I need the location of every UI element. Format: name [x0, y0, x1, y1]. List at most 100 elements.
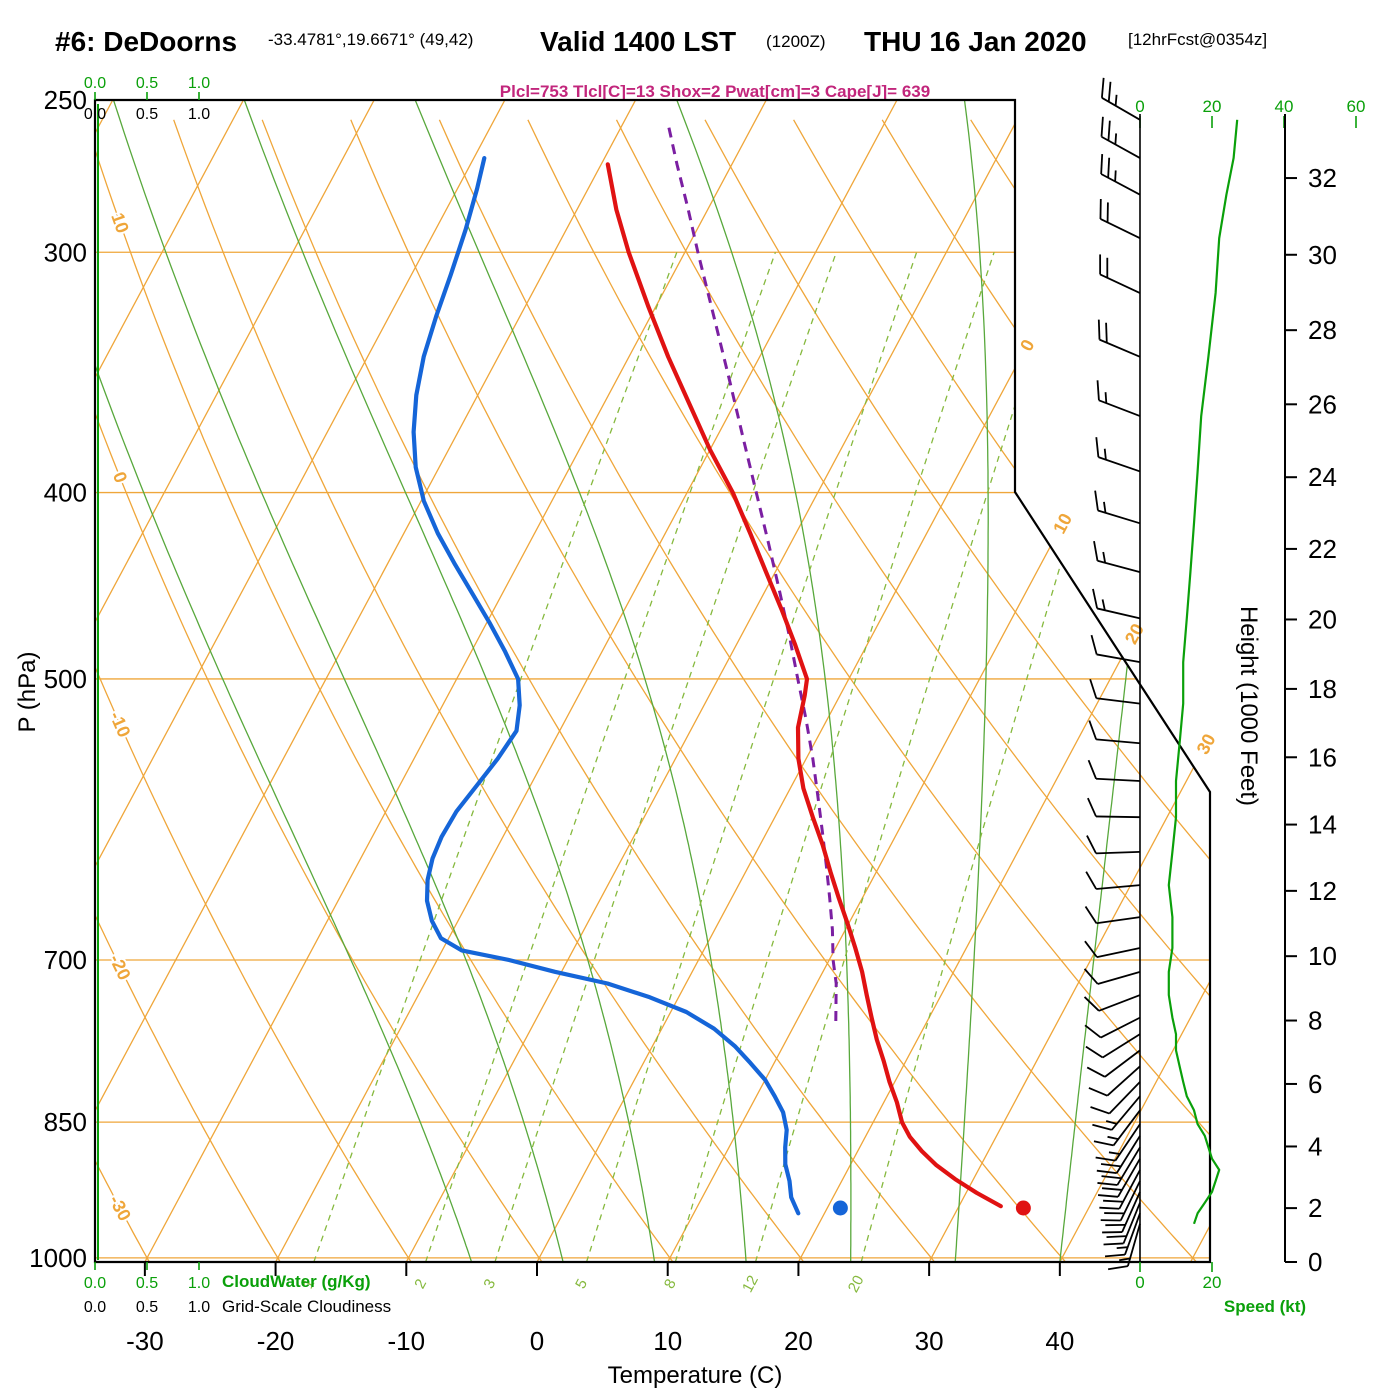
mixing-ratio-label: 5	[572, 1276, 591, 1291]
wind-barb-shaft	[1098, 399, 1141, 417]
wind-barb-feather	[1101, 1187, 1123, 1191]
isotherm-label: 30	[1193, 731, 1220, 758]
moist-adiabat-line	[1059, 100, 1186, 1262]
isotherm-line	[275, 100, 898, 1262]
station-coordinates: -33.4781°,19.6671° (49,42)	[268, 30, 474, 49]
wind-barb-half-feather	[1103, 501, 1107, 513]
stability-indices-line: Plcl=753 Tlcl[C]=13 Shox=2 Pwat[cm]=3 Ca…	[499, 82, 931, 101]
isotherm-line	[95, 100, 637, 1262]
wind-barb-half-feather	[1107, 1135, 1119, 1140]
cloudiness-bottom-label: 0.0	[84, 1299, 106, 1316]
pressure-tick-label: 850	[44, 1107, 87, 1137]
parcel-path-curve	[667, 125, 838, 1022]
wind-barb-shaft	[1100, 218, 1141, 240]
wind-barb-feather	[1096, 380, 1100, 401]
dry-adiabat-line	[95, 119, 412, 1262]
wind-barb-feather	[1090, 1106, 1110, 1115]
wind-barb-feather	[1094, 490, 1099, 511]
wind-barb-shaft	[1097, 559, 1141, 574]
wind-barb-shaft	[1095, 815, 1141, 819]
isotherm-label: 20	[1121, 620, 1148, 647]
isotherm-line	[797, 100, 1210, 1262]
wind-barb-shaft	[1095, 850, 1141, 855]
temperature-tick-label: 0	[530, 1326, 544, 1356]
wind-barb-shaft	[1106, 1065, 1141, 1097]
isotherm-line	[144, 100, 767, 1262]
dry-adiabat-label: -30	[105, 1192, 135, 1224]
height-tick-label: 16	[1308, 742, 1337, 772]
temperature-tick-label: 20	[784, 1326, 813, 1356]
pressure-tick-label: 400	[44, 478, 87, 508]
wind-barb-shaft	[1111, 1095, 1141, 1131]
mixing-ratio-label: 8	[661, 1276, 680, 1291]
speed-bottom-label: 20	[1203, 1273, 1222, 1292]
dry-adiabat-label: -10	[106, 708, 135, 740]
dry-adiabat-line	[350, 119, 1067, 1262]
station-title: #6: DeDoorns	[55, 26, 238, 57]
wind-barb-feather	[1084, 1024, 1102, 1039]
dry-adiabat-line	[527, 119, 1210, 1262]
wind-barb-feather	[1085, 871, 1097, 890]
wind-barb-feather	[1097, 1194, 1119, 1198]
wind-barb-feather	[1086, 835, 1097, 854]
wind-barb-half-feather	[1116, 1246, 1128, 1250]
wind-barb-feather	[1084, 906, 1098, 924]
mixing-ratio-label: 3	[480, 1276, 499, 1291]
pressure-tick-label: 1000	[29, 1243, 87, 1273]
mixing-ratio-label: 12	[739, 1273, 762, 1296]
isotherm-line	[95, 100, 375, 1262]
cloudiness-top-label: 0.5	[136, 106, 158, 123]
wind-barb-half-feather	[1103, 448, 1107, 460]
isotherm-line	[1059, 100, 1210, 1262]
wind-barb-feather	[1083, 996, 1100, 1012]
dry-adiabat-line	[704, 119, 1210, 1262]
wind-barb-shaft	[1096, 916, 1141, 925]
wind-barb-feather	[1090, 634, 1098, 655]
pressure-tick-label: 500	[44, 664, 87, 694]
speed-top-label: 20	[1203, 97, 1222, 116]
wind-barb-half-feather	[1108, 1151, 1120, 1155]
height-tick-label: 24	[1308, 462, 1337, 492]
dry-adiabat-label: 0	[109, 469, 131, 486]
cloudiness-top-label: 1.0	[188, 106, 210, 123]
speed-top-label: 40	[1275, 97, 1294, 116]
wind-barb-feather	[1103, 1242, 1124, 1246]
cloudwater-top-label: 0.5	[136, 75, 158, 92]
dry-adiabat-line	[793, 119, 1210, 1262]
dry-adiabat-line	[95, 119, 543, 1262]
wind-barb-feather	[1093, 1140, 1114, 1147]
wind-barb-feather	[1100, 1163, 1121, 1168]
valid-time-zulu: (1200Z)	[766, 32, 826, 51]
wind-barb-shaft	[1096, 947, 1141, 958]
speed-axis-label: Speed (kt)	[1223, 1297, 1307, 1316]
height-tick-label: 6	[1308, 1069, 1322, 1099]
wind-barb-feather	[1092, 588, 1099, 609]
wind-barb-feather	[1087, 759, 1097, 780]
isotherm-line	[536, 100, 1160, 1262]
wind-barb-shaft	[1099, 273, 1141, 294]
mixing-ratio-line	[585, 252, 918, 1262]
wind-barb-shaft	[1096, 697, 1141, 705]
wind-barb-feather	[1107, 157, 1111, 178]
wind-barb-feather	[1085, 1045, 1104, 1059]
wind-barb-half-feather	[1114, 94, 1118, 106]
cloudiness-bottom-label: 0.5	[136, 1299, 158, 1316]
wind-barb-half-feather	[1105, 1120, 1118, 1125]
wind-barb-feather	[1088, 1087, 1108, 1097]
temperature-tick-label: 10	[653, 1326, 682, 1356]
temperature-axis-label: Temperature (C)	[607, 1362, 783, 1389]
cloudwater-axis-label: CloudWater (g/Kg)	[222, 1272, 371, 1291]
wind-barb-feather	[1107, 81, 1112, 102]
wind-barb-feather	[1100, 116, 1104, 137]
isotherm-label: 0	[1016, 336, 1038, 354]
wind-barb-shaft	[1096, 884, 1141, 890]
wind-barb-feather	[1088, 720, 1098, 740]
wind-barb-feather	[1096, 1169, 1117, 1175]
wind-barb-shaft	[1097, 970, 1141, 985]
mixing-ratio-label: 2	[411, 1276, 430, 1291]
mixing-ratio-line	[313, 252, 678, 1262]
wind-barb-feather	[1083, 968, 1099, 985]
